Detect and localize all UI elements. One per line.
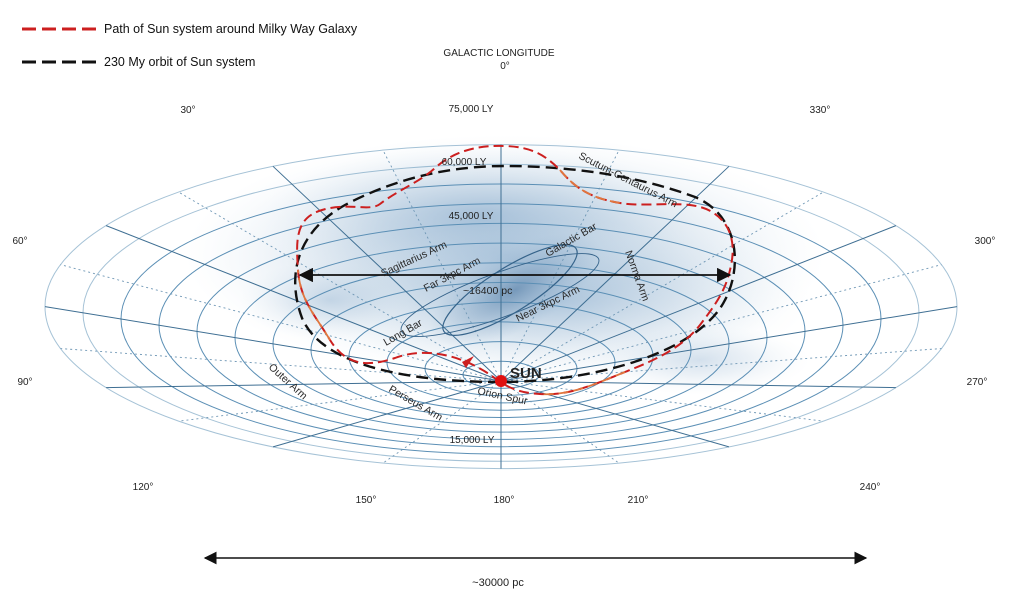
longitude-spoke bbox=[500, 149, 620, 382]
longitude-spoke bbox=[500, 380, 620, 464]
sun-label: SUN bbox=[510, 365, 542, 382]
longitude-spoke bbox=[272, 380, 502, 448]
longitude-spoke bbox=[382, 380, 502, 464]
ring-label-45000: 45,000 LY bbox=[449, 211, 494, 222]
legend-orbit-label: 230 My orbit of Sun system bbox=[104, 55, 255, 69]
longitude-spokes bbox=[44, 144, 958, 469]
scale-label: ~30000 pc bbox=[472, 577, 524, 589]
galaxy-haze bbox=[185, 135, 825, 395]
longitude-label-180: 180° bbox=[494, 495, 515, 506]
longitude-spoke bbox=[500, 380, 824, 422]
ring-label-15000: 15,000 LY bbox=[450, 435, 495, 446]
longitude-label-270: 270° bbox=[967, 377, 988, 388]
axis-title: GALACTIC LONGITUDE bbox=[443, 48, 554, 59]
longitude-spoke bbox=[178, 380, 502, 422]
longitude-spoke bbox=[60, 348, 502, 382]
ring-label-60000: 60,000 LY bbox=[442, 157, 487, 168]
sun-path-back bbox=[297, 169, 626, 396]
longitude-spoke bbox=[500, 191, 824, 382]
longitude-spoke bbox=[105, 225, 502, 382]
longitude-spoke bbox=[500, 380, 896, 389]
longitude-label-150: 150° bbox=[356, 495, 377, 506]
longitude-label-30: 30° bbox=[180, 105, 195, 116]
sun-orbit-line bbox=[294, 164, 736, 384]
longitude-spoke bbox=[500, 225, 897, 382]
sun-path-line bbox=[296, 144, 734, 396]
sun-marker bbox=[495, 375, 507, 387]
longitude-label-210: 210° bbox=[628, 495, 649, 506]
legend: Path of Sun system around Milky Way Gala… bbox=[22, 22, 358, 69]
longitude-spoke bbox=[500, 380, 730, 448]
longitude-label-240: 240° bbox=[860, 482, 881, 493]
legend-path-label: Path of Sun system around Milky Way Gala… bbox=[104, 22, 358, 36]
longitude-label-0: 0° bbox=[500, 61, 510, 72]
longitude-label-300: 300° bbox=[975, 236, 996, 247]
orbit-direction-arrow bbox=[462, 356, 474, 368]
longitude-spoke bbox=[178, 191, 502, 382]
ring-label-75000: 75,000 LY bbox=[449, 104, 494, 115]
longitude-spoke bbox=[106, 380, 502, 389]
longitude-label-330: 330° bbox=[810, 105, 831, 116]
longitude-label-90: 90° bbox=[17, 377, 32, 388]
inner-width-label: ~16400 pc bbox=[463, 285, 512, 297]
arm-label-outer: Outer Arm bbox=[266, 361, 310, 402]
longitude-label-120: 120° bbox=[133, 482, 154, 493]
longitude-spoke bbox=[60, 264, 502, 382]
longitude-spoke bbox=[44, 306, 502, 382]
longitude-spoke bbox=[500, 306, 958, 382]
longitude-label-60: 60° bbox=[12, 236, 27, 247]
longitude-spoke bbox=[500, 348, 942, 382]
longitude-spoke bbox=[500, 264, 942, 382]
